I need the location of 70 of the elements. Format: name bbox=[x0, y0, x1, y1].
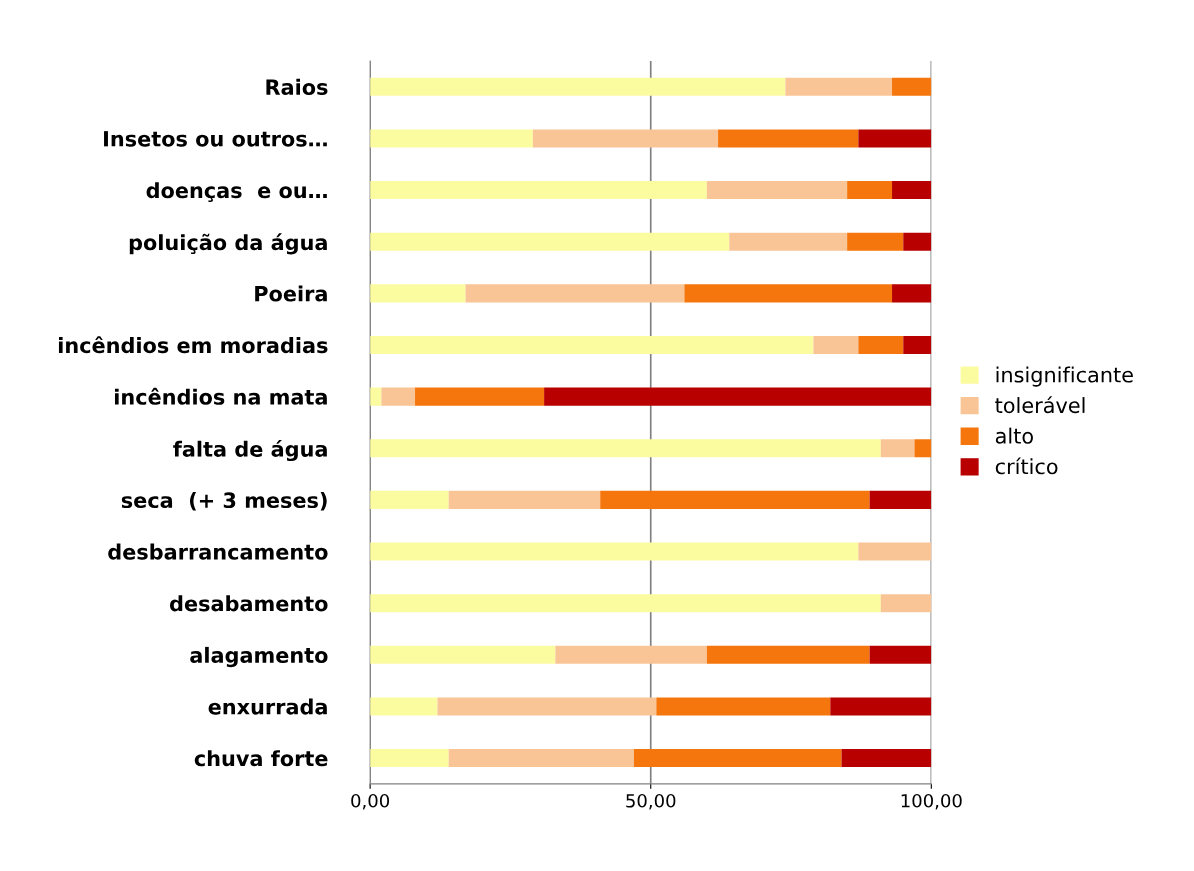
bar bbox=[869, 645, 932, 664]
legend-label: insignificante bbox=[996, 366, 1133, 387]
bar bbox=[370, 749, 449, 768]
bar bbox=[813, 335, 859, 355]
bar bbox=[370, 335, 814, 355]
y-tick-label: poluição da água bbox=[129, 233, 327, 255]
y-tick-label: Raios bbox=[266, 78, 328, 95]
y-tick-label: desbarrancamento bbox=[108, 543, 328, 560]
bar bbox=[858, 542, 932, 561]
bar bbox=[706, 181, 848, 200]
y-tick-label: doenças e ou… bbox=[146, 182, 327, 203]
bar bbox=[729, 232, 848, 251]
bar bbox=[370, 129, 533, 148]
bar bbox=[841, 749, 932, 768]
bar bbox=[370, 77, 786, 96]
bar bbox=[370, 490, 449, 509]
bar bbox=[830, 697, 932, 716]
bar bbox=[847, 181, 893, 200]
bar bbox=[880, 594, 932, 613]
bar bbox=[847, 232, 904, 251]
y-tick-label: chuva forte bbox=[194, 750, 328, 767]
bar bbox=[633, 749, 842, 768]
bar bbox=[656, 697, 831, 716]
bar bbox=[532, 129, 719, 148]
bar bbox=[858, 335, 904, 355]
bar bbox=[415, 387, 545, 406]
bar bbox=[706, 645, 870, 664]
y-tick-label: desabamento bbox=[170, 595, 328, 612]
y-tick-label: alagamento bbox=[190, 646, 328, 668]
bar bbox=[370, 232, 730, 251]
bar bbox=[448, 490, 601, 509]
bar bbox=[370, 181, 707, 200]
bar bbox=[785, 77, 893, 96]
bar bbox=[892, 77, 932, 96]
bar bbox=[869, 490, 932, 509]
y-tick-label: incêndios em moradias bbox=[58, 336, 328, 354]
bar bbox=[370, 439, 881, 458]
bar bbox=[892, 181, 932, 200]
y-tick-label: seca (+ 3 meses) bbox=[121, 492, 327, 511]
legend-label: tolerável bbox=[995, 396, 1085, 414]
bar bbox=[370, 594, 881, 613]
bar bbox=[600, 490, 870, 509]
bar bbox=[903, 232, 932, 251]
bar bbox=[880, 439, 915, 458]
y-tick-label: falta de água bbox=[173, 439, 327, 462]
y-tick-label: incêndios na mata bbox=[114, 387, 327, 405]
bar bbox=[684, 284, 893, 303]
bar bbox=[914, 439, 932, 458]
bar bbox=[465, 284, 685, 303]
bar bbox=[370, 542, 859, 561]
bar bbox=[448, 749, 634, 768]
legend-label: alto bbox=[995, 427, 1033, 444]
bar bbox=[370, 645, 556, 664]
bar bbox=[544, 387, 932, 406]
bar bbox=[555, 645, 707, 664]
bar bbox=[858, 129, 932, 148]
bar bbox=[437, 697, 657, 716]
bar bbox=[718, 129, 859, 148]
bar bbox=[370, 697, 438, 716]
legend-label: crítico bbox=[995, 457, 1058, 475]
bar bbox=[370, 284, 466, 303]
y-tick-label: Poeira bbox=[255, 285, 327, 302]
y-tick-label: Insetos ou outros… bbox=[104, 131, 327, 147]
x-tick-label: 0,00 bbox=[351, 793, 390, 810]
y-tick-label: enxurrada bbox=[208, 698, 327, 715]
x-tick-label: 50,00 bbox=[626, 793, 676, 810]
bar bbox=[903, 335, 932, 355]
bar bbox=[892, 284, 932, 303]
x-tick-label: 100,00 bbox=[901, 793, 962, 810]
bar bbox=[381, 387, 416, 406]
